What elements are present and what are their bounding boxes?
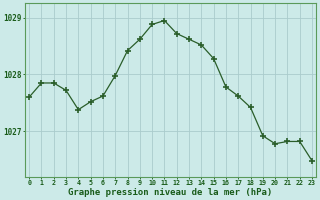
X-axis label: Graphe pression niveau de la mer (hPa): Graphe pression niveau de la mer (hPa) — [68, 188, 273, 197]
